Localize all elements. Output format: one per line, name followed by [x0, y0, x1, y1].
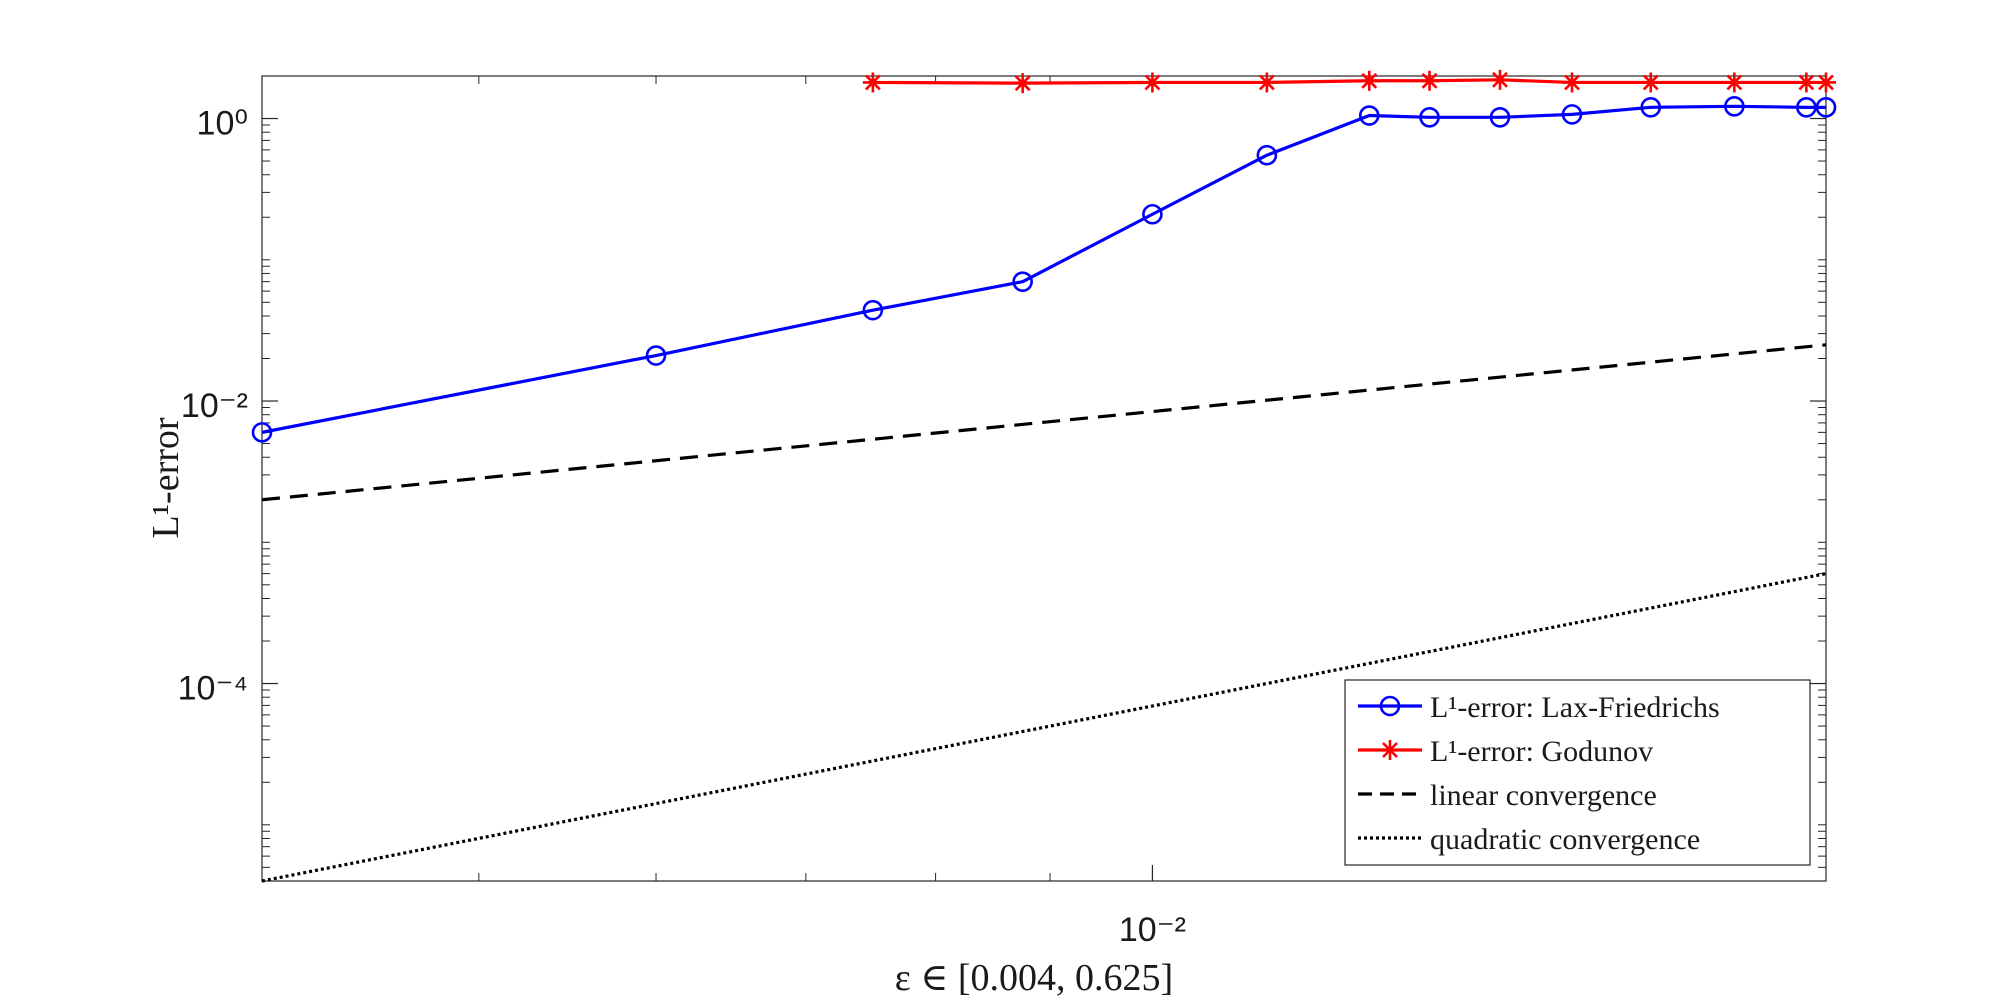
data-point-l-error-lax-friedrichs	[1489, 107, 1511, 128]
data-point-l-error-lax-friedrichs	[251, 422, 273, 443]
legend-label-linear-convergence: linear convergence	[1430, 779, 1657, 812]
data-point-l-error-godunov	[1640, 72, 1661, 93]
y-axis-label: L¹-error	[145, 417, 187, 538]
series-line-l-error-lax-friedrichs	[261, 104, 1826, 434]
major-ticks: 10⁻² 10⁰ 10⁻² 10⁻⁴	[178, 76, 1826, 949]
legend-box	[1344, 679, 1811, 866]
y-tick-label: 10⁻²	[181, 387, 248, 425]
data-point-l-error-godunov	[1359, 70, 1380, 91]
legend-marker-l-error-lax-friedrichs	[1379, 695, 1401, 717]
data-point-l-error-godunov	[1256, 72, 1277, 93]
y-tick-label: 10⁰	[197, 105, 248, 143]
series-line-quadratic-convergence	[261, 572, 1827, 883]
legend-label-l-error-lax-friedrichs: L¹-error: Lax-Friedrichs	[1430, 691, 1720, 724]
data-point-l-error-lax-friedrichs	[1142, 203, 1163, 225]
data-point-l-error-godunov	[1419, 70, 1440, 91]
data-point-l-error-lax-friedrichs	[1561, 104, 1583, 125]
data-point-l-error-godunov	[1796, 72, 1817, 93]
data-point-l-error-lax-friedrichs	[1815, 97, 1837, 118]
data-point-l-error-lax-friedrichs	[1724, 96, 1745, 117]
data-point-l-error-lax-friedrichs	[1640, 97, 1662, 118]
data-point-l-error-godunov	[1012, 73, 1033, 94]
data-point-l-error-lax-friedrichs	[862, 299, 884, 321]
data-point-l-error-godunov	[1724, 72, 1745, 93]
data-point-l-error-lax-friedrichs	[1419, 107, 1440, 128]
data-point-l-error-godunov	[862, 72, 883, 93]
series-layer	[251, 69, 1837, 883]
data-point-l-error-godunov	[1816, 72, 1836, 93]
legend-marker-l-error-godunov	[1380, 740, 1400, 760]
data-point-l-error-godunov	[1142, 72, 1163, 93]
data-point-l-error-lax-friedrichs	[1256, 144, 1278, 166]
y-tick-label: 10⁻⁴	[178, 670, 248, 708]
series-line-l-error-godunov	[872, 78, 1826, 85]
legend-label-l-error-godunov: L¹-error: Godunov	[1430, 735, 1653, 768]
x-axis-label: ε ∈ [0.004, 0.625]	[895, 957, 1173, 999]
data-point-l-error-godunov	[1489, 69, 1510, 90]
data-point-l-error-lax-friedrichs	[1796, 97, 1817, 118]
data-point-l-error-lax-friedrichs	[1358, 105, 1380, 126]
x-tick-label: 10⁻²	[1119, 911, 1186, 949]
data-point-l-error-godunov	[1562, 72, 1583, 93]
series-line-linear-convergence	[261, 343, 1827, 502]
legend: L¹-error: Lax-Friedrichs L¹-error: Goduno…	[1344, 679, 1811, 866]
legend-label-quadratic-convergence: quadratic convergence	[1430, 823, 1700, 856]
data-point-l-error-lax-friedrichs	[1012, 271, 1033, 292]
data-point-l-error-lax-friedrichs	[645, 345, 667, 366]
